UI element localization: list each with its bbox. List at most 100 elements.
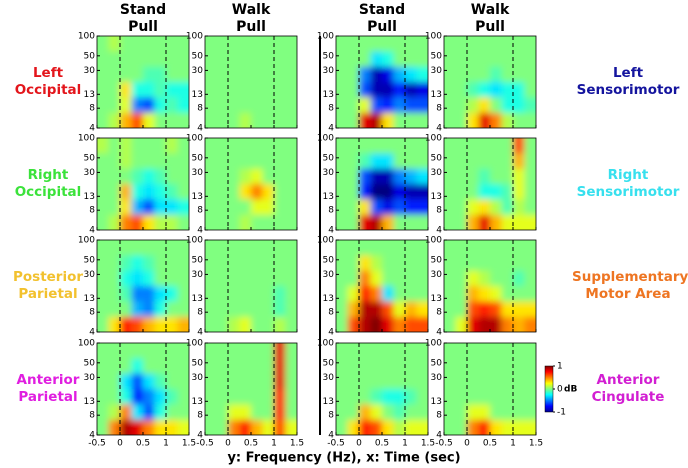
- heat-cell: [239, 419, 251, 435]
- heat-cell: [285, 240, 297, 256]
- heat-cell: [251, 138, 263, 154]
- heat: [336, 36, 428, 128]
- heat-cell: [501, 301, 513, 317]
- heat-cell: [513, 199, 525, 215]
- heat-cell: [393, 255, 405, 271]
- y-tick-label: 13: [192, 397, 203, 407]
- heat-cell: [205, 270, 217, 286]
- heat-cell: [478, 168, 490, 184]
- heat-cell: [405, 66, 417, 82]
- heat-cell: [513, 153, 525, 169]
- heat-cell: [513, 358, 525, 374]
- heat-cell: [143, 419, 155, 435]
- heat-cell: [359, 255, 371, 271]
- heat-cell: [370, 240, 382, 256]
- heat-cell: [143, 301, 155, 317]
- heat-cell: [382, 419, 394, 435]
- heat-cell: [97, 199, 109, 215]
- heat-cell: [416, 270, 428, 286]
- x-tick-label: 0: [356, 439, 362, 449]
- heat-cell: [393, 199, 405, 215]
- heat-cell: [154, 270, 166, 286]
- heat-cell: [370, 316, 382, 332]
- heat-cell: [416, 153, 428, 169]
- heat-cell: [108, 51, 120, 67]
- x-tick-label: 0: [117, 439, 123, 449]
- heat-cell: [205, 373, 217, 389]
- y-tick-label: 30: [84, 168, 96, 178]
- heat-cell: [455, 184, 467, 200]
- heat-cell: [228, 138, 240, 154]
- heat-cell: [216, 389, 228, 405]
- heat-cell: [336, 343, 348, 359]
- heat-cell: [274, 199, 286, 215]
- heat-cell: [251, 316, 263, 332]
- heat-cell: [205, 168, 217, 184]
- heat-cell: [359, 301, 371, 317]
- heat-cell: [467, 419, 479, 435]
- heat-cell: [478, 419, 490, 435]
- heat-cell: [393, 36, 405, 52]
- heat-cell: [382, 51, 394, 67]
- y-tick-label: 8: [197, 308, 203, 318]
- heat-cell: [154, 255, 166, 271]
- y-tick-label: 30: [192, 66, 204, 76]
- heat-cell: [393, 97, 405, 113]
- heat-cell: [336, 51, 348, 67]
- heat-cell: [455, 286, 467, 302]
- heat-cell: [501, 214, 513, 230]
- heat-cell: [513, 373, 525, 389]
- heat-cell: [382, 112, 394, 128]
- heat-cell: [177, 389, 189, 405]
- y-tick-label: 8: [197, 411, 203, 421]
- column-title: Stand Pull: [358, 2, 406, 35]
- heat-cell: [370, 97, 382, 113]
- heat-cell: [166, 36, 178, 52]
- y-tick-label: 13: [84, 90, 95, 100]
- heat-cell: [478, 36, 490, 52]
- y-tick-label: 100: [425, 134, 442, 144]
- heat-cell: [347, 184, 359, 200]
- panel: [205, 343, 297, 435]
- panel: [97, 240, 189, 332]
- heat-cell: [131, 138, 143, 154]
- heat-cell: [490, 51, 502, 67]
- heat-cell: [336, 168, 348, 184]
- heat-cell: [228, 153, 240, 169]
- heat-cell: [131, 82, 143, 98]
- heat-cell: [205, 51, 217, 67]
- heat-cell: [216, 316, 228, 332]
- heat-cell: [205, 419, 217, 435]
- heat-cell: [262, 168, 274, 184]
- heat-cell: [177, 199, 189, 215]
- heat-cell: [143, 36, 155, 52]
- y-tick-label: 8: [328, 206, 334, 216]
- heat-cell: [120, 66, 132, 82]
- heat-cell: [166, 97, 178, 113]
- heat-cell: [513, 316, 525, 332]
- heat-cell: [205, 184, 217, 200]
- heat-cell: [467, 358, 479, 374]
- heat-cell: [239, 270, 251, 286]
- heat-cell: [239, 82, 251, 98]
- heat: [205, 240, 297, 332]
- y-tick-label: 100: [186, 134, 203, 144]
- heat-cell: [239, 316, 251, 332]
- heat-cell: [154, 286, 166, 302]
- heat-cell: [131, 153, 143, 169]
- heat: [444, 36, 536, 128]
- y-tick-label: 8: [436, 308, 442, 318]
- heat-cell: [285, 343, 297, 359]
- heat-cell: [274, 168, 286, 184]
- heat-cell: [177, 184, 189, 200]
- heat-cell: [455, 373, 467, 389]
- heat-cell: [444, 112, 456, 128]
- heat-cell: [216, 270, 228, 286]
- x-tick-label: 1: [271, 439, 277, 449]
- heat-cell: [154, 168, 166, 184]
- heat-cell: [154, 184, 166, 200]
- y-tick-label: 100: [186, 339, 203, 349]
- heat-cell: [166, 286, 178, 302]
- heat-cell: [239, 36, 251, 52]
